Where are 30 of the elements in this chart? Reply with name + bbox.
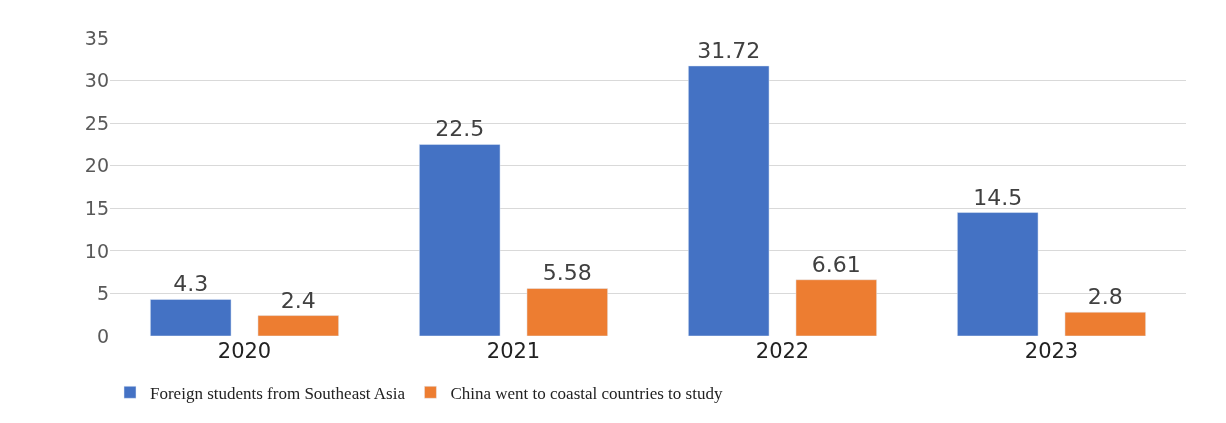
data-label: 6.61 bbox=[811, 251, 861, 277]
x-tick-label: 2021 bbox=[486, 339, 541, 363]
legend-label: Foreign students from Southeast Asia bbox=[150, 383, 406, 403]
bar bbox=[150, 299, 232, 336]
bar bbox=[957, 212, 1039, 336]
legend-label: China went to coastal countries to study bbox=[450, 383, 723, 403]
y-tick-label: 25 bbox=[84, 111, 109, 134]
bar bbox=[688, 65, 770, 336]
y-tick-label: 30 bbox=[84, 69, 109, 92]
bar bbox=[526, 288, 608, 336]
bar bbox=[795, 279, 877, 336]
bar bbox=[1064, 311, 1146, 336]
data-label: 2.4 bbox=[280, 287, 316, 313]
data-label: 5.58 bbox=[542, 260, 592, 286]
bar bbox=[257, 315, 339, 336]
data-label: 4.3 bbox=[173, 271, 209, 297]
bar bbox=[419, 144, 501, 336]
data-label: 14.5 bbox=[973, 184, 1023, 210]
y-tick-label: 20 bbox=[84, 154, 109, 177]
x-tick-label: 2020 bbox=[217, 339, 272, 363]
y-tick-label: 0 bbox=[96, 324, 109, 347]
data-label: 2.8 bbox=[1087, 284, 1123, 310]
y-tick-label: 10 bbox=[84, 239, 109, 262]
x-tick-label: 2023 bbox=[1024, 339, 1079, 363]
data-label: 22.5 bbox=[435, 116, 485, 142]
y-tick-label: 5 bbox=[96, 282, 109, 305]
y-tick-label: 15 bbox=[84, 196, 109, 219]
y-tick-label: 35 bbox=[84, 26, 109, 49]
x-tick-label: 2022 bbox=[755, 339, 810, 363]
data-label: 31.72 bbox=[697, 37, 761, 63]
